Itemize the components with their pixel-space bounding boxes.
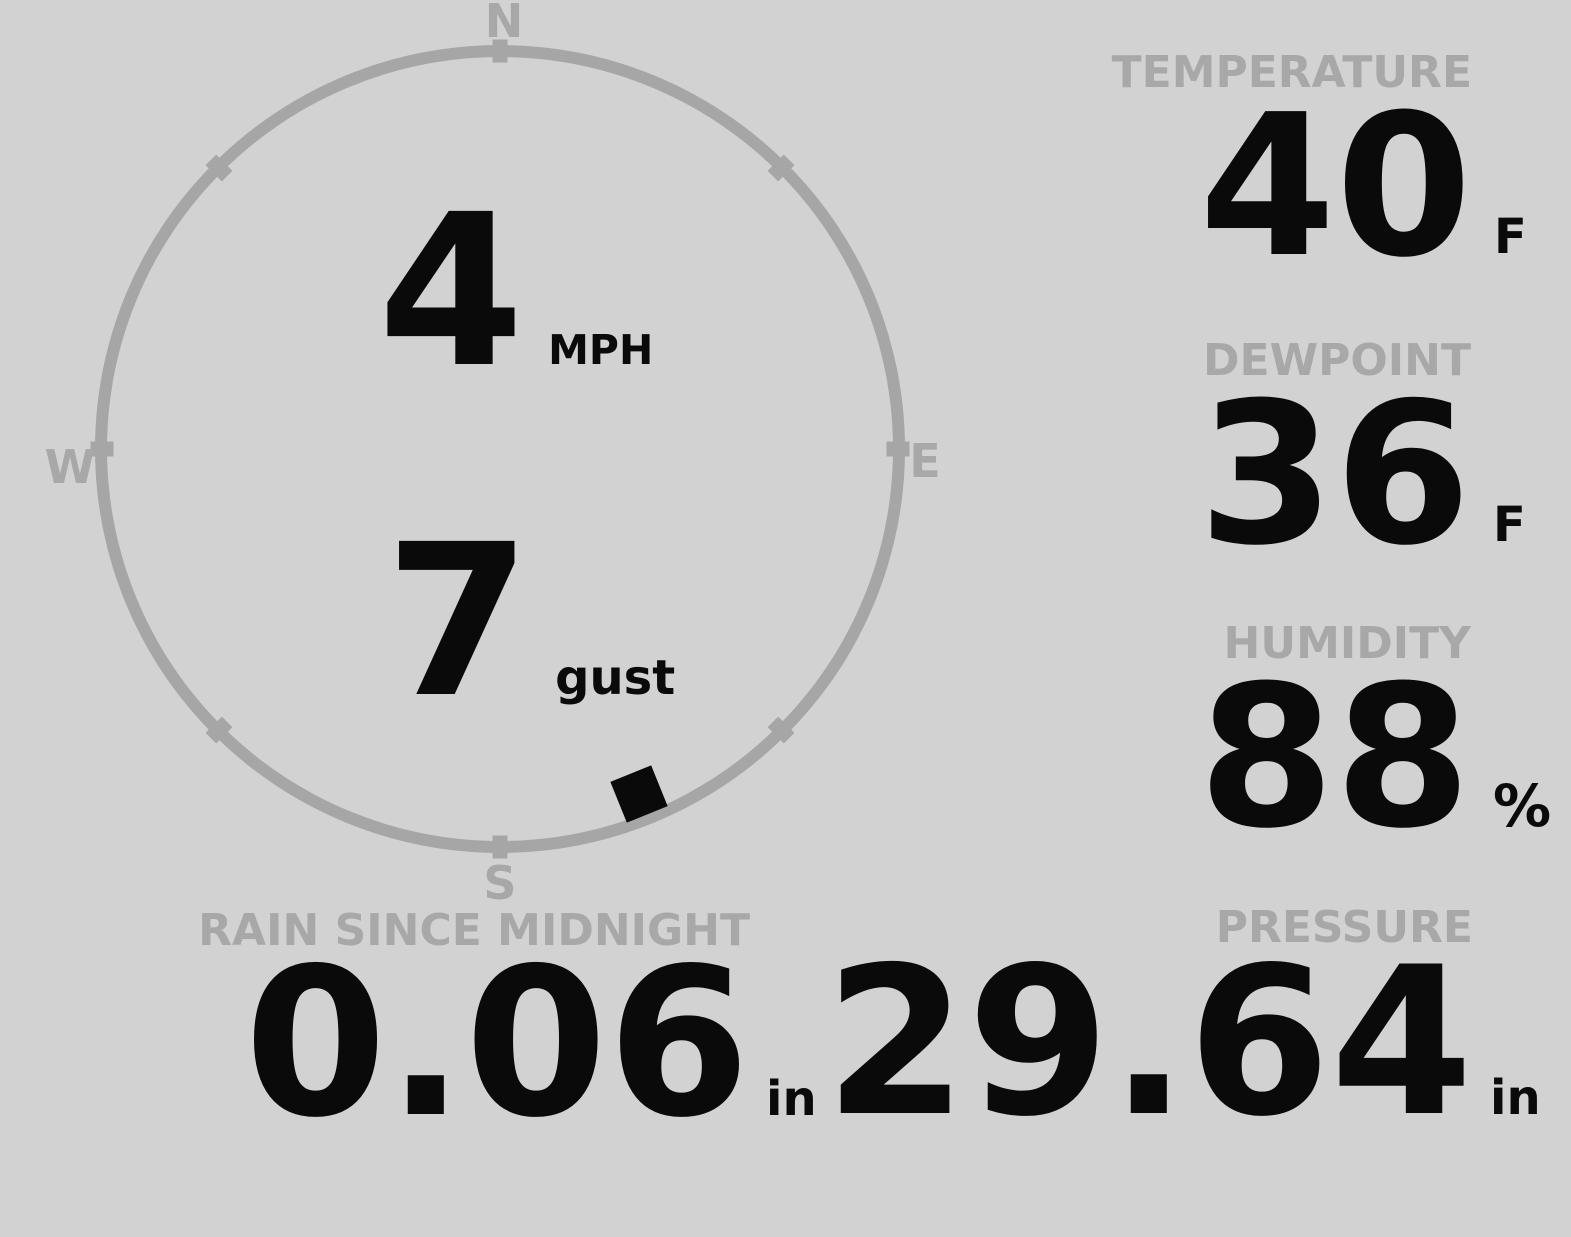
- humidity-value: 88: [1198, 643, 1471, 872]
- cardinal-north-label: N: [484, 0, 524, 48]
- temperature-label: TEMPERATURE: [1111, 47, 1472, 98]
- dewpoint-value: 36: [1198, 360, 1471, 589]
- wind-gust: 7 gust: [385, 517, 675, 727]
- rain-unit: in: [766, 1070, 817, 1127]
- humidity-unit: %: [1493, 771, 1552, 840]
- pressure-label: PRESSURE: [1215, 902, 1473, 953]
- wind-gust-unit: gust: [555, 650, 676, 706]
- temperature-value: 40: [1199, 72, 1472, 301]
- wind-gust-value: 7: [385, 499, 532, 744]
- humidity-metric: HUMIDITY 88 %: [1198, 618, 1551, 856]
- compass-tick: [492, 39, 508, 63]
- humidity-label: HUMIDITY: [1223, 618, 1471, 669]
- cardinal-south-label: S: [483, 856, 517, 910]
- wind-speed-unit: MPH: [548, 326, 654, 374]
- cardinal-west-label: W: [44, 440, 96, 494]
- wind-speed: 4 MPH: [378, 187, 653, 397]
- temperature-metric: TEMPERATURE 40 F: [1111, 47, 1527, 285]
- dewpoint-label: DEWPOINT: [1203, 335, 1471, 386]
- pressure-metric: PRESSURE 29.64 in: [825, 902, 1541, 1146]
- rain-metric: RAIN SINCE MIDNIGHT 0.06 in: [198, 905, 816, 1147]
- compass-tick: [886, 441, 910, 457]
- temperature-unit: F: [1494, 208, 1527, 265]
- cardinal-east-label: E: [909, 434, 941, 488]
- pressure-unit: in: [1490, 1069, 1541, 1126]
- dewpoint-metric: DEWPOINT 36 F: [1198, 335, 1526, 573]
- wind-speed-value: 4: [378, 169, 525, 414]
- rain-label: RAIN SINCE MIDNIGHT: [198, 905, 750, 956]
- rain-value: 0.06: [244, 924, 750, 1163]
- pressure-value: 29.64: [824, 923, 1473, 1162]
- dewpoint-unit: F: [1493, 496, 1526, 553]
